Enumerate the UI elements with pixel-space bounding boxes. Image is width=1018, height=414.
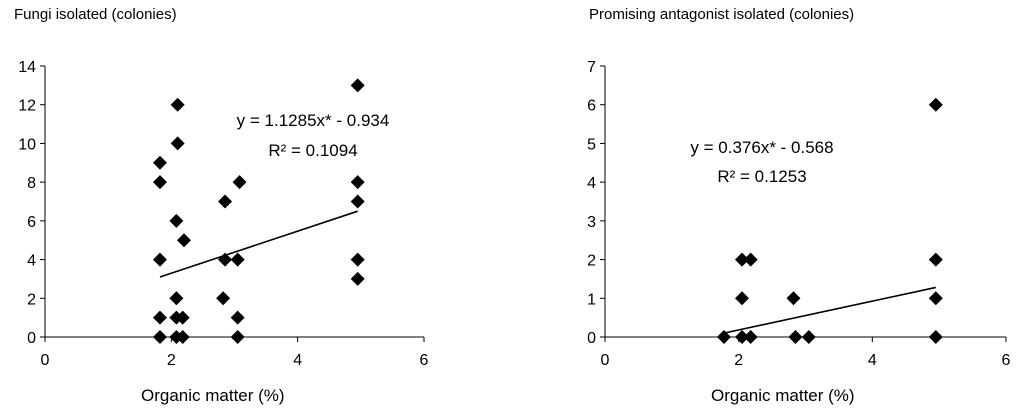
data-point [152,252,167,267]
antagonist-chart: Promising antagonist isolated (colonies)… [509,0,1018,414]
y-tick-label: 2 [27,291,36,308]
data-point [169,213,184,228]
x-tick-label: 4 [868,352,877,369]
trendline [159,210,358,278]
y-tick-label: 2 [587,253,596,270]
x-tick-label: 0 [601,352,610,369]
y-tick-label: 1 [587,291,596,308]
data-point [801,330,816,344]
fungi-plot-area: 0 2 4 6 8 10 12 14 0 2 4 6 y = 1.1285x* - 0.934 R² = … [18,59,429,369]
chart-title: Fungi isolated (colonies) [14,6,177,23]
x-axis-label: Organic matter (%) [711,386,855,405]
data-point [928,330,943,344]
x-tick-label: 2 [734,352,743,369]
data-point [175,310,190,325]
data-point [928,291,943,306]
data-point [735,291,750,306]
x-tick-label: 2 [167,352,176,369]
annotation-background [265,140,361,161]
data-point [218,194,233,209]
y-tick-label: 12 [18,98,36,115]
data-point [176,233,191,248]
annotation-background [714,166,810,187]
trendline-annotation: y = 1.1285x* - 0.934 [237,111,390,130]
data-point [350,175,365,190]
data-point [152,155,167,170]
data-point [232,175,247,190]
y-tick-label: 5 [587,136,596,153]
trendline [723,286,936,334]
data-point [170,136,185,151]
y-tick-label: 6 [27,214,36,231]
annotation-background [687,137,837,158]
data-point [735,330,750,344]
trendline-annotation: R² = 0.1094 [268,141,357,160]
y-tick-label: 0 [587,330,596,347]
y-tick-label: 4 [27,253,36,270]
x-tick-label: 6 [420,352,429,369]
trendline-annotation: R² = 0.1253 [717,167,806,186]
data-point [152,330,167,344]
data-point [216,291,231,306]
data-point [350,271,365,286]
data-point [735,252,750,267]
y-tick-label: 10 [18,136,36,153]
y-tick-label: 8 [27,175,36,192]
y-tick-label: 14 [18,59,36,76]
data-point [743,330,758,344]
y-tick-label: 7 [587,59,596,76]
y-tick-label: 6 [587,98,596,115]
data-point [175,330,190,344]
data-point [230,310,245,325]
data-point [928,252,943,267]
data-point [743,252,758,267]
trendline-annotation: y = 0.376x* - 0.568 [690,138,833,157]
data-point [230,252,245,267]
data-point [350,252,365,267]
data-point [152,310,167,325]
data-point [786,291,801,306]
data-point [230,330,245,344]
antagonist-plot-area: 0 1 2 3 4 5 6 7 0 2 4 6 y = 0.376x* - 0.568 R² = 0.12… [587,59,1011,369]
data-point [169,291,184,306]
data-point [716,330,731,344]
data-point [350,78,365,93]
data-point [350,194,365,209]
data-point [170,97,185,112]
data-point [928,97,943,112]
y-tick-label: 0 [27,330,36,347]
data-point [788,330,803,344]
y-tick-label: 4 [587,175,596,192]
x-tick-label: 4 [293,352,302,369]
fungi-chart: Fungi isolated (colonies) 0 2 4 6 8 10 12 14 0 2 4… [14,6,429,405]
data-point [152,175,167,190]
y-tick-label: 3 [587,214,596,231]
x-tick-label: 0 [41,352,50,369]
x-axis-label: Organic matter (%) [141,386,285,405]
x-tick-label: 6 [1002,352,1011,369]
chart-title: Promising antagonist isolated (colonies) [589,6,855,23]
annotation-background [233,110,393,131]
